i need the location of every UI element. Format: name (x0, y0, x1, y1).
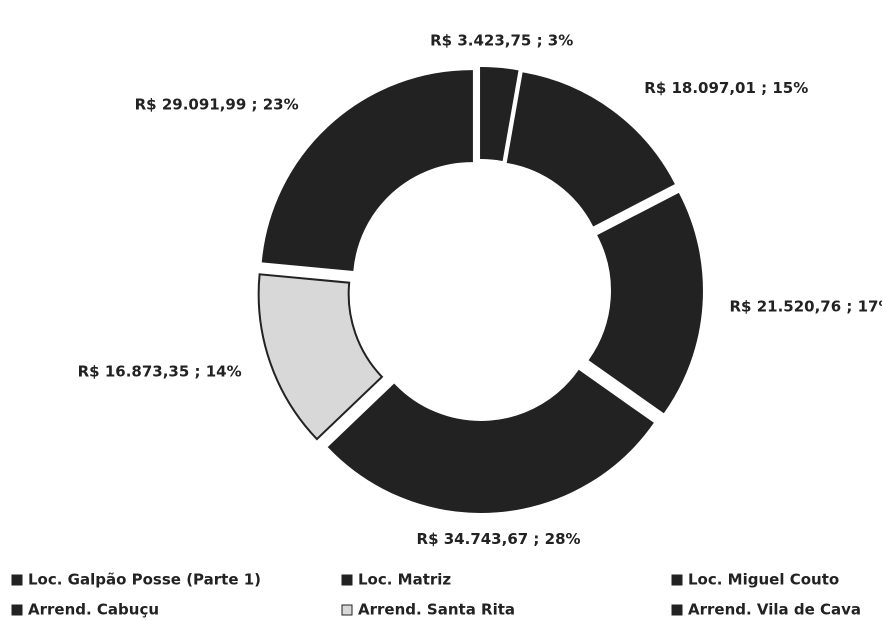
data-label: R$ 29.091,99 ; 23% (135, 96, 299, 114)
slice (261, 70, 473, 271)
legend-swatch (11, 574, 23, 586)
legend-swatch (11, 604, 23, 616)
slice (327, 369, 654, 513)
slice (506, 72, 675, 227)
legend-swatch (671, 604, 683, 616)
data-label: R$ 18.097,01 ; 15% (644, 79, 808, 97)
legend-swatch (671, 574, 683, 586)
legend-label: Arrend. Cabuçu (28, 601, 159, 619)
legend-label: Arrend. Vila de Cava (688, 601, 861, 619)
slice (588, 192, 703, 414)
legend-label: Loc. Galpão Posse (Parte 1) (28, 571, 261, 589)
legend-label: Loc. Miguel Couto (688, 571, 839, 589)
legend-swatch (341, 574, 353, 586)
data-label: R$ 21.520,76 ; 17% (730, 298, 882, 316)
data-label: R$ 34.743,67 ; 28% (417, 530, 581, 548)
slice (257, 273, 384, 441)
legend-label: Arrend. Santa Rita (358, 601, 515, 619)
data-label: R$ 16.873,35 ; 14% (78, 363, 242, 381)
legend-label: Loc. Matriz (358, 571, 451, 589)
data-label: R$ 3.423,75 ; 3% (430, 31, 573, 49)
slice (480, 67, 519, 162)
legend-swatch (341, 604, 353, 616)
